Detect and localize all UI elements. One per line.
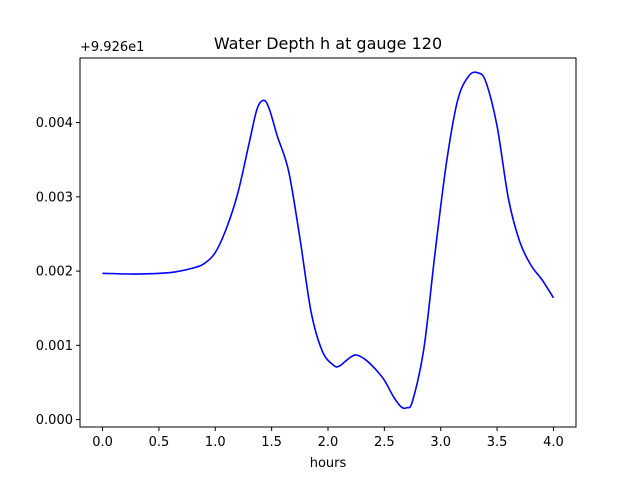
x-tick-label: 3.5 — [487, 435, 508, 450]
y-tick-label: 0.002 — [36, 265, 73, 280]
plot-series — [102, 71, 555, 410]
y-tick-label: 0.001 — [36, 339, 73, 354]
y-tick-label: 0.003 — [36, 190, 73, 205]
y-offset-text: +9.926e1 — [80, 40, 144, 55]
x-axis-ticks: 0.0 0.5 1.0 1.5 2.0 2.5 3.0 3.5 4.0 — [92, 427, 564, 450]
x-tick-label: 0.0 — [92, 435, 113, 450]
x-tick-label: 4.0 — [543, 435, 564, 450]
x-tick-label: 3.0 — [430, 435, 451, 450]
x-tick-label: 1.5 — [261, 435, 282, 450]
y-axis-ticks: 0.000 0.001 0.002 0.003 0.004 — [36, 116, 80, 428]
x-axis-label: hours — [310, 456, 347, 471]
chart-title: Water Depth h at gauge 120 — [214, 34, 442, 53]
y-tick-label: 0.004 — [36, 116, 73, 131]
axes-frame — [79, 57, 577, 428]
x-tick-label: 2.0 — [318, 435, 339, 450]
y-tick-label: 0.000 — [36, 413, 73, 428]
x-tick-label: 1.0 — [205, 435, 226, 450]
water-depth-line — [102, 71, 555, 410]
x-tick-label: 2.5 — [374, 435, 395, 450]
x-tick-label: 0.5 — [149, 435, 170, 450]
